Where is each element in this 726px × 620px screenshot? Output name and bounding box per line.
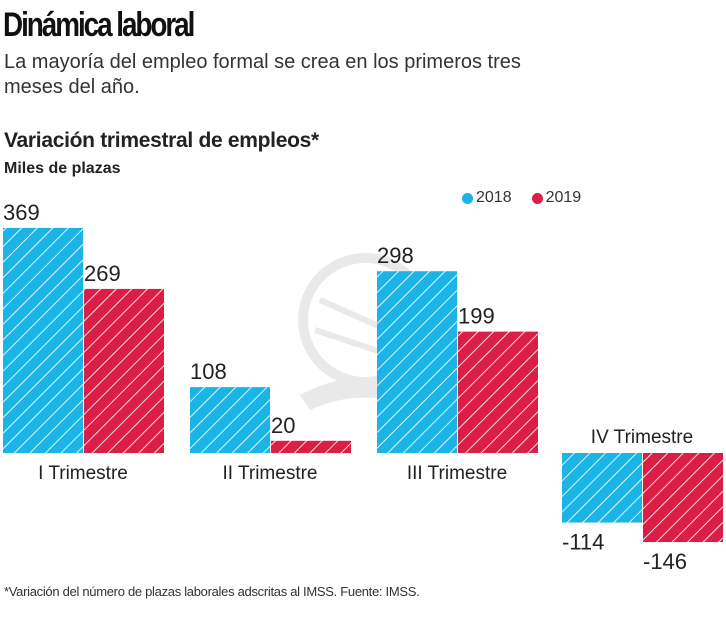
page-subtitle: La mayoría del empleo formal se crea en … — [4, 51, 521, 98]
page-title: Dinámica laboral — [3, 6, 195, 44]
category-label-q4: IV Trimestre — [591, 427, 693, 448]
value-label-2018-q2: 108 — [190, 359, 227, 384]
bar-2019-q4 — [643, 453, 723, 543]
category-label-q3: III Trimestre — [407, 463, 507, 484]
chart-title: Variación trimestral de empleos* — [4, 129, 319, 152]
legend: 2018 2019 — [462, 189, 581, 207]
legend-label-2019: 2019 — [545, 189, 582, 206]
value-label-2018-q4: -114 — [562, 530, 604, 555]
category-label-q1: I Trimestre — [38, 463, 128, 484]
chart-subtitle: Miles de plazas — [4, 160, 121, 177]
value-label-2019-q3: 199 — [458, 304, 495, 329]
footnote: *Variación del número de plazas laborale… — [4, 584, 420, 599]
value-label-2019-q4: -146 — [643, 549, 687, 574]
value-label-2018-q3: 298 — [377, 243, 414, 268]
legend-label-2018: 2018 — [476, 189, 512, 206]
value-label-2019-q2: 20 — [271, 413, 295, 438]
legend-item-2018: 2018 — [462, 189, 512, 207]
legend-dot-2018 — [462, 192, 473, 204]
bar-2019-q3 — [458, 331, 538, 453]
value-label-2019-q1: 269 — [84, 261, 121, 286]
bar-2019-q2 — [271, 440, 351, 453]
bar-2018-q1 — [3, 227, 83, 453]
bar-2018-q4 — [562, 453, 642, 523]
value-label-2018-q1: 369 — [3, 200, 40, 225]
bar-2019-q1 — [84, 288, 164, 453]
legend-dot-2019 — [531, 192, 543, 204]
legend-item-2019: 2019 — [531, 189, 582, 207]
category-label-q2: II Trimestre — [222, 463, 317, 484]
bar-2018-q3 — [377, 271, 457, 453]
bar-2018-q2 — [190, 387, 270, 453]
